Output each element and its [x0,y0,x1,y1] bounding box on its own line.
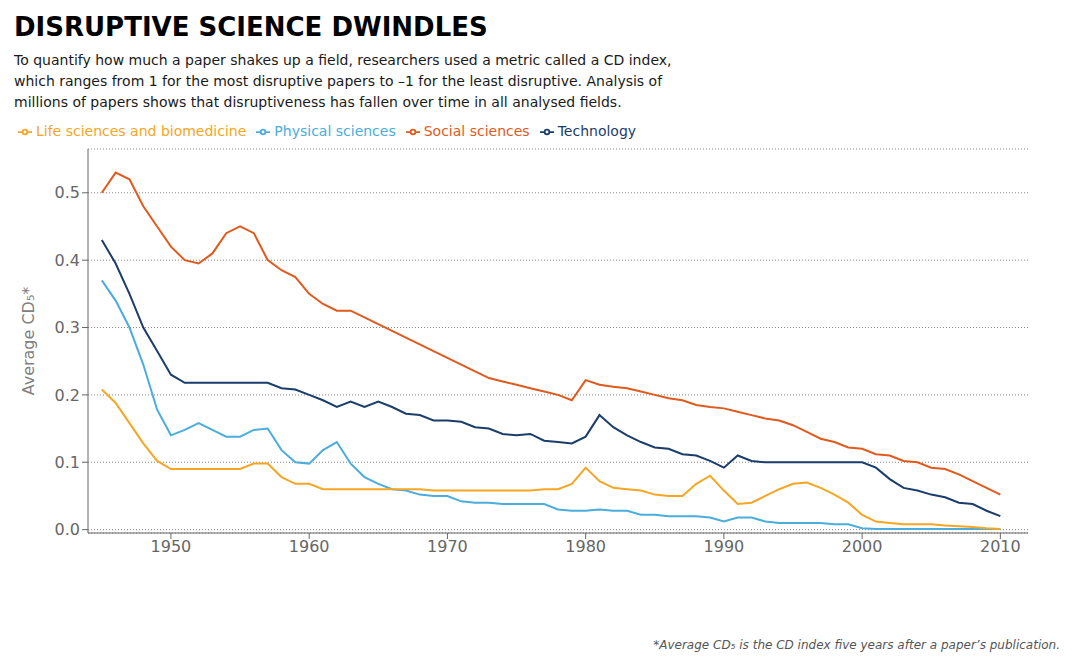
svg-text:1970: 1970 [427,537,468,556]
svg-text:1950: 1950 [151,537,192,556]
svg-text:2010: 2010 [980,537,1021,556]
svg-text:1990: 1990 [704,537,745,556]
svg-text:0.4: 0.4 [55,251,80,270]
svg-text:0.1: 0.1 [55,453,80,472]
svg-text:1980: 1980 [565,537,606,556]
svg-text:0.3: 0.3 [55,318,80,337]
svg-text:1960: 1960 [289,537,330,556]
html-text:Technology: Technology [557,123,637,139]
svg-text:0.5: 0.5 [55,183,80,202]
svg-text:0.0: 0.0 [55,520,80,539]
html-text:Social sciences: Social sciences [423,123,530,139]
html-text:To quantify how much a paper s: To quantify how much a paper shakes up a… [14,52,672,110]
html-text:DISRUPTIVE SCIENCE DWINDLES: DISRUPTIVE SCIENCE DWINDLES [14,12,488,42]
svg-text:2000: 2000 [842,537,883,556]
html-text:Physical sciences: Physical sciences [274,123,396,139]
html-text:*Average CD₅ is the CD index f: *Average CD₅ is the CD index five years … [653,638,1060,652]
html-text:Life sciences and biomedicine: Life sciences and biomedicine [36,123,247,139]
svg-text:0.2: 0.2 [55,386,80,405]
svg-text:Average CD₅*: Average CD₅* [19,287,38,396]
